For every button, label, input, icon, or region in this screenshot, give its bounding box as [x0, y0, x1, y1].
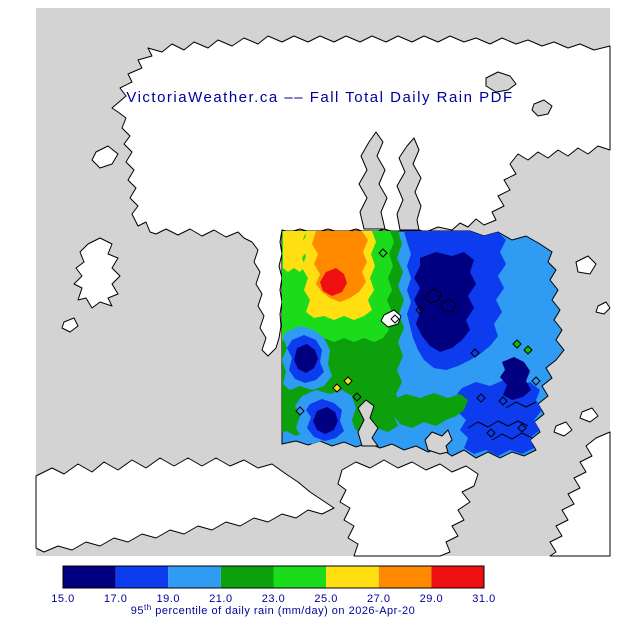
caption-prefix: 95	[131, 605, 144, 617]
colorbar-segment	[431, 566, 484, 588]
colorbar-segment	[168, 566, 221, 588]
colorbar-segments	[63, 566, 484, 588]
station-marker	[498, 396, 508, 406]
colorbar-tick-label: 31.0	[472, 593, 495, 605]
island-west-tiny	[61, 317, 79, 333]
colorbar-tick-label: 25.0	[314, 593, 337, 605]
island-west-large	[73, 237, 121, 309]
lake-a	[485, 71, 517, 93]
land-mass-southeast	[549, 431, 611, 557]
island-east-b	[595, 301, 611, 315]
stations-layer	[295, 248, 541, 438]
station-marker	[343, 376, 353, 386]
land-mass-north	[111, 35, 611, 357]
caption-rest: percentile of daily rain (mm/day) on 202…	[152, 605, 416, 617]
station-marker	[531, 376, 541, 386]
island-east-a	[575, 255, 597, 275]
station-marker	[332, 383, 342, 393]
coast-squiggle-b	[491, 432, 533, 441]
colorbar-caption: 95th percentile of daily rain (mm/day) o…	[131, 603, 415, 617]
station-marker	[352, 392, 362, 402]
coast-squiggle-a	[467, 420, 529, 429]
land-mass-south-center	[337, 459, 479, 557]
colorbar-segment	[273, 566, 327, 588]
colorbar: 15.0 17.0 19.0 21.0 23.0 25.0 27.0 29.0 31.0 95t…	[51, 565, 495, 617]
inland-water-layer	[358, 71, 553, 231]
station-marker	[486, 428, 496, 438]
colorbar-tick-label: 27.0	[367, 593, 390, 605]
colorbar-segment	[378, 566, 432, 588]
station-marker	[415, 305, 425, 315]
inlet-channel-west	[358, 131, 388, 230]
contour-yellow-corner	[283, 231, 307, 272]
station-marker	[523, 345, 533, 355]
contour-red-core-29-31	[320, 268, 347, 296]
station-marker	[470, 348, 480, 358]
coast-squiggle-c	[505, 401, 537, 409]
colorbar-tick-label: 23.0	[262, 593, 285, 605]
islet-outline-a	[424, 288, 442, 304]
land-mass-southwest	[35, 457, 335, 553]
station-marker	[295, 406, 305, 416]
bay-intrusion-b	[424, 429, 453, 455]
colorbar-segment	[326, 566, 379, 588]
station-marker	[512, 339, 522, 349]
colorbar-ticks: 15.0 17.0 19.0 21.0 23.0 25.0 27.0 29.0 31.0	[51, 593, 495, 605]
colorbar-tick-label: 29.0	[420, 593, 443, 605]
colorbar-tick-label: 19.0	[157, 593, 180, 605]
map-title: VictoriaWeather.ca –– Fall Total Daily R…	[126, 89, 513, 106]
station-marker	[378, 248, 388, 258]
colorbar-segment	[220, 566, 274, 588]
lake-b	[531, 99, 553, 117]
station-marker	[476, 393, 486, 403]
island-southeast-a	[553, 421, 573, 437]
colorbar-tick-label: 21.0	[209, 593, 232, 605]
colorbar-border	[62, 565, 485, 589]
contour-navy-bottom-15-17	[313, 407, 338, 434]
station-marker	[390, 314, 400, 324]
island-southeast-b	[579, 407, 599, 423]
station-marker	[517, 423, 527, 433]
inlet-channel-east	[396, 137, 422, 231]
contour-field-layer	[281, 230, 565, 459]
colorbar-tick-label: 15.0	[51, 593, 74, 605]
coast-detail-layer	[357, 288, 537, 455]
contour-green-south-band-21-23	[392, 393, 468, 428]
colorbar-segment	[115, 566, 169, 588]
bay-intrusion-a	[357, 399, 379, 447]
colorbar-segment	[63, 566, 116, 588]
land-layer	[35, 35, 611, 557]
contour-navy-southeast-15-17	[500, 357, 531, 400]
caption-superscript: th	[144, 603, 152, 612]
island-west-small	[91, 145, 119, 169]
contour-navy-west-15-17	[294, 344, 318, 373]
islet-outline-b	[440, 298, 457, 313]
colorbar-tick-label: 17.0	[104, 593, 127, 605]
